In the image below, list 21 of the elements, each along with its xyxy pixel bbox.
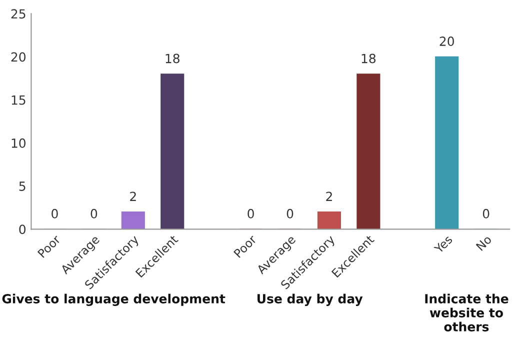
text: Gives to language development xyxy=(2,294,226,306)
data-label: 0 xyxy=(286,208,294,218)
y-tick-label: 10 xyxy=(12,138,26,148)
y-tick-label: 5 xyxy=(19,182,26,191)
y-tick-label: 15 xyxy=(12,96,26,105)
text: Indicate the website to others xyxy=(425,294,508,332)
data-label: 18 xyxy=(362,54,376,64)
text: Use day by day xyxy=(258,294,363,306)
data-label: 0 xyxy=(248,208,254,218)
data-label: 20 xyxy=(440,36,454,46)
x-tick-label: No xyxy=(476,234,492,251)
y-tick-label: 25 xyxy=(11,9,26,19)
data-label: 0 xyxy=(482,208,490,218)
y-tick-label: 0 xyxy=(19,224,26,234)
data-label: 0 xyxy=(52,208,58,218)
data-label: 0 xyxy=(90,208,98,218)
x-tick-label: Yes xyxy=(434,234,453,254)
data-label: 2 xyxy=(130,192,136,201)
data-label: 2 xyxy=(326,192,332,201)
data-label: 18 xyxy=(166,54,180,64)
y-tick-label: 20 xyxy=(11,52,26,62)
